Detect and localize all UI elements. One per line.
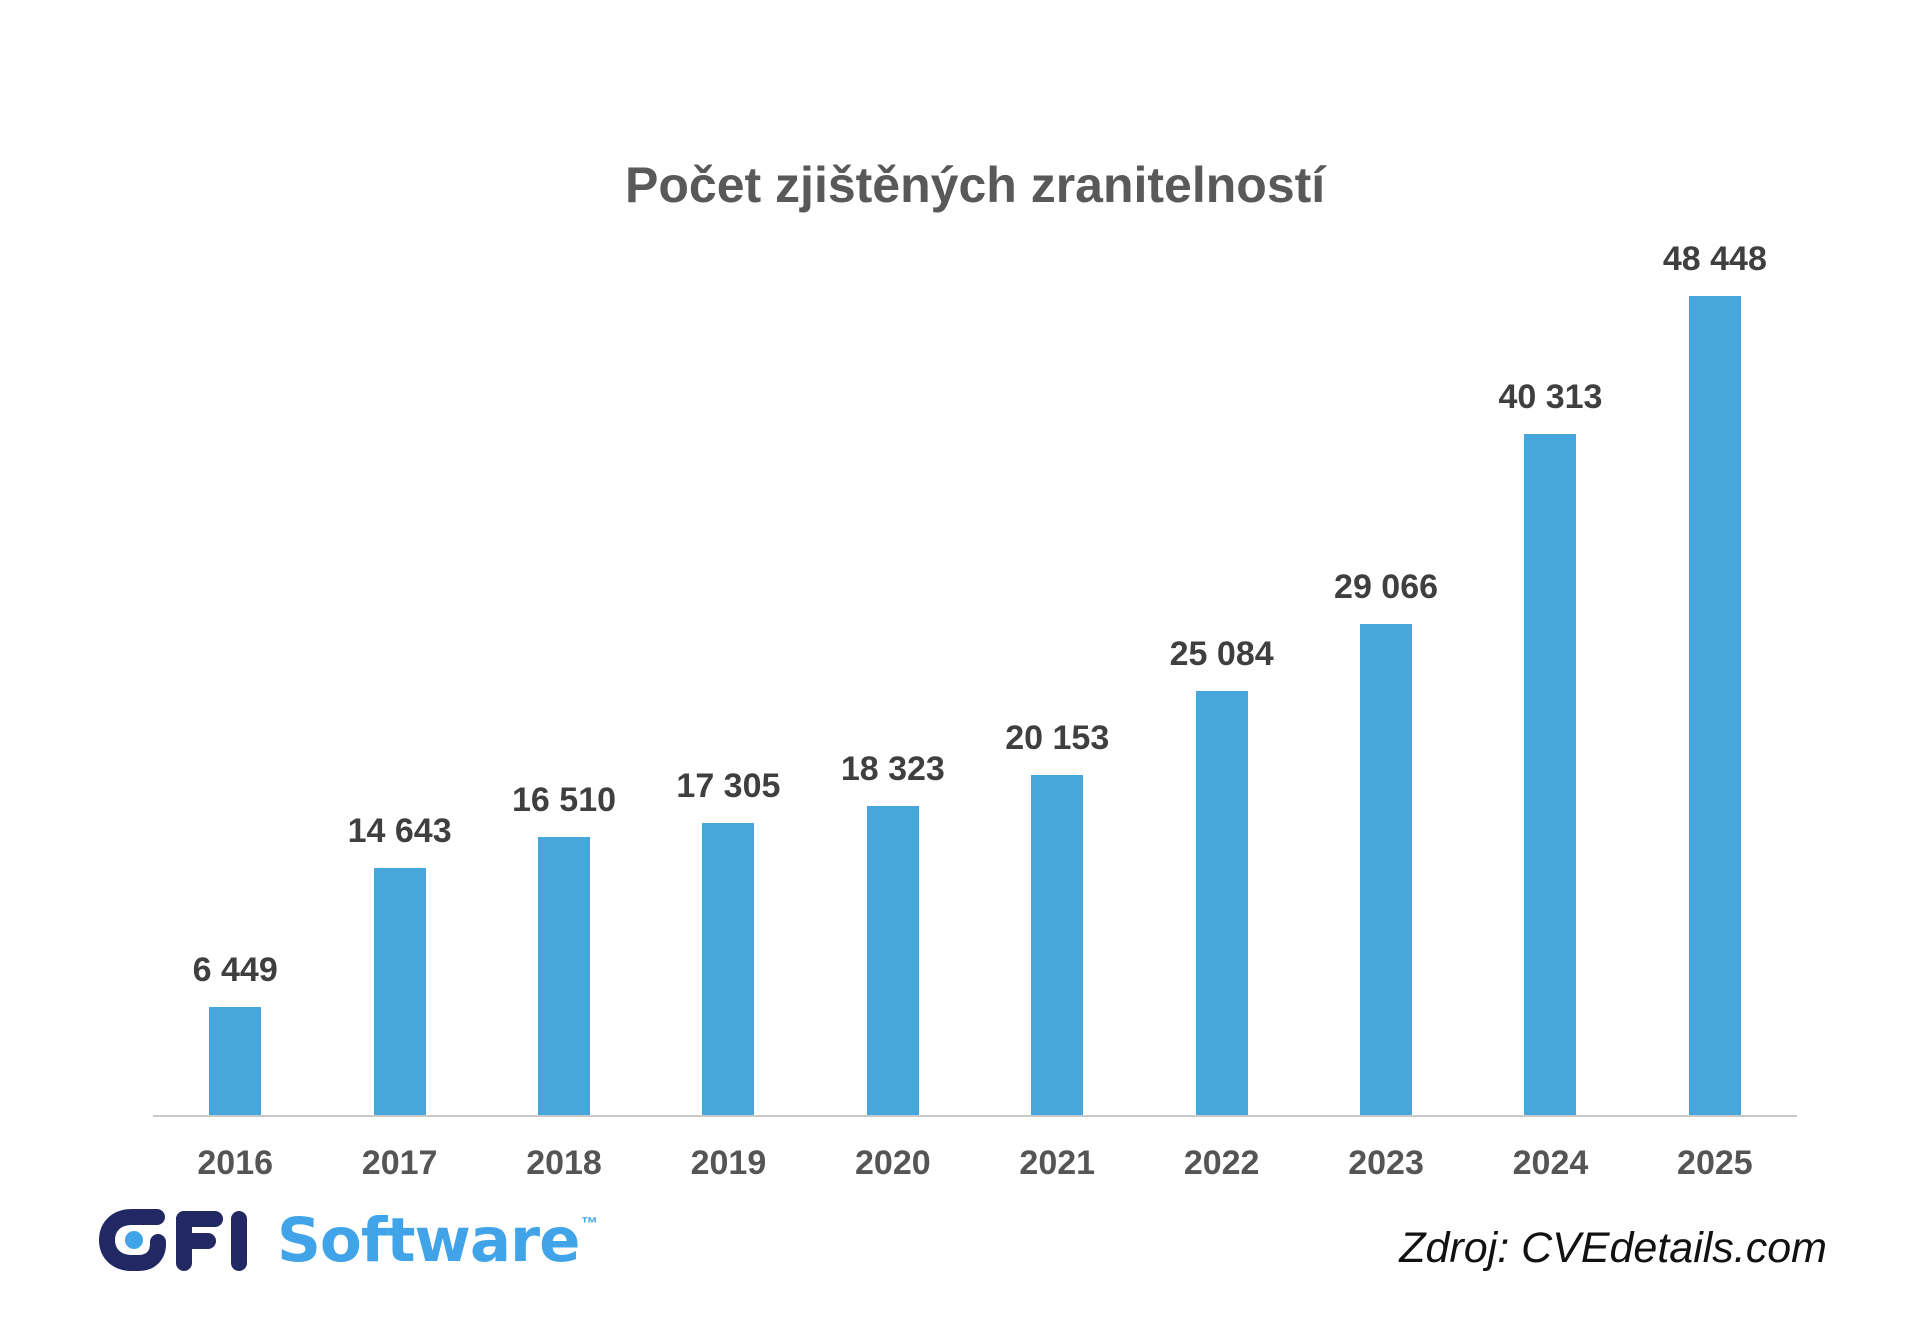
bar-2022 (1195, 691, 1248, 1116)
bar-group-2018: 16 510 (482, 236, 646, 1116)
bar-group-2021: 20 153 (975, 236, 1139, 1116)
bar-2020 (866, 805, 919, 1116)
value-label-2021: 20 153 (1005, 718, 1110, 757)
bar-2017 (373, 868, 426, 1116)
x-axis-label-2020: 2020 (855, 1144, 931, 1182)
x-axis-label-2019: 2019 (690, 1144, 767, 1182)
bar-group-2019: 17 305 (646, 236, 810, 1116)
value-label-2025: 48 448 (1662, 240, 1767, 278)
value-label-2022: 25 084 (1169, 635, 1274, 674)
x-axis-line (153, 1115, 1797, 1117)
value-label-2024: 40 313 (1498, 377, 1603, 416)
bar-group-2020: 18 323 (811, 236, 975, 1116)
bar-group-2025: 48 448 (1633, 236, 1797, 1116)
bar-2025 (1688, 296, 1741, 1116)
x-axis-label-2017: 2017 (361, 1144, 438, 1182)
value-label-2016: 6 449 (192, 950, 278, 989)
bar-2018 (538, 836, 591, 1116)
bar-2024 (1524, 433, 1577, 1116)
bar-group-2023: 29 066 (1304, 236, 1468, 1116)
x-axis-label-2021: 2021 (1019, 1144, 1096, 1182)
value-label-2018: 16 510 (512, 780, 617, 819)
logo-software-text: Software (277, 1205, 581, 1276)
chart-title: Počet zjištěných zranitelností (625, 157, 1326, 213)
bar-2016 (209, 1006, 262, 1116)
gfi-logo-dot (125, 1231, 143, 1249)
x-axis-label-2025: 2025 (1677, 1144, 1753, 1182)
gfi-logo-icon (99, 1209, 247, 1271)
value-label-2023: 29 066 (1334, 568, 1439, 606)
x-axis-label-2023: 2023 (1348, 1144, 1424, 1182)
bar-2019 (702, 823, 755, 1116)
value-label-2017: 14 643 (347, 812, 452, 851)
bar-group-2016: 6 449 (153, 236, 317, 1116)
bar-2021 (1031, 774, 1084, 1116)
bar-2023 (1360, 624, 1413, 1116)
bar-group-2022: 25 084 (1139, 236, 1303, 1116)
value-label-2020: 18 323 (840, 749, 945, 788)
trademark-symbol: ™ (581, 1214, 598, 1233)
bar-chart-plot-area: 6 449 14 643 16 510 17 305 18 323 20 153 25 08… (153, 236, 1797, 1116)
value-label-2019: 17 305 (676, 767, 781, 806)
x-axis-label-2018: 2018 (526, 1144, 602, 1182)
bar-group-2017: 14 643 (317, 236, 481, 1116)
bar-group-2024: 40 313 (1468, 236, 1632, 1116)
x-axis-label-2022: 2022 (1183, 1144, 1260, 1182)
x-axis-label-2016: 2016 (197, 1144, 274, 1182)
x-axis-label-2024: 2024 (1512, 1144, 1589, 1182)
gfi-software-logo: Software ™ (94, 1196, 654, 1292)
x-axis-labels-row: 2016 2017 2018 2019 2020 2021 2022 2023 2024 2025 (153, 1144, 1797, 1183)
source-credit: Zdroj: CVEdetails.com (1399, 1224, 1827, 1272)
